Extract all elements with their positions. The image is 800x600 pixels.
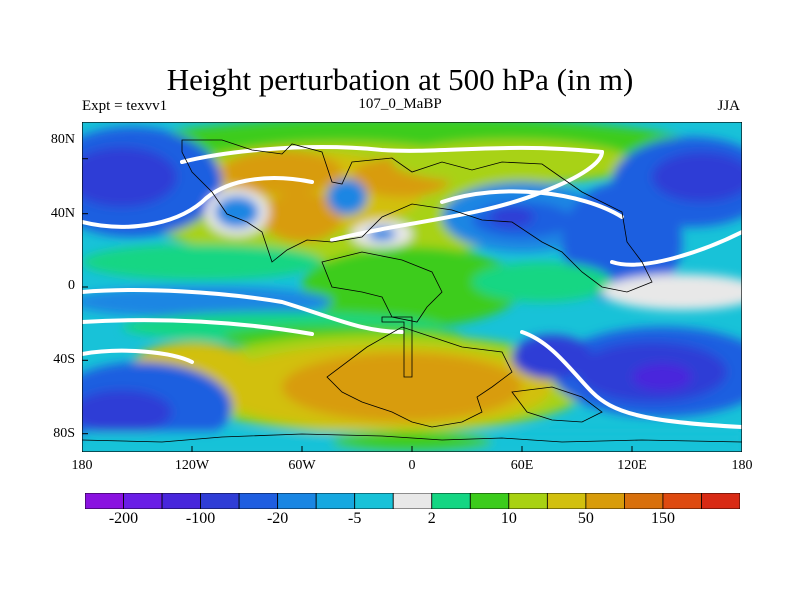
experiment-label: Expt = texvv1: [82, 98, 168, 114]
period-label: 107_0_MaBP: [358, 96, 442, 112]
colorbar-label: 2: [427, 510, 436, 527]
colorbar-swatch: [200, 493, 240, 509]
colorbar-swatch: [123, 493, 163, 509]
lat-tick-40s: 40S: [53, 352, 75, 367]
colorbar: [85, 493, 740, 509]
colorbar-swatch: [585, 493, 625, 509]
colorbar-label: -200: [108, 510, 139, 527]
lon-tick-180e: 180: [731, 458, 753, 473]
colorbar-label: -20: [266, 510, 289, 527]
colorbar-swatch: [354, 493, 394, 509]
colorbar-swatch: [624, 493, 664, 509]
lat-tick-80n: 80N: [50, 132, 75, 147]
colorbar-swatch: [508, 493, 548, 509]
lon-tick-60e: 60E: [510, 458, 534, 473]
lon-tick-180w: 180: [71, 458, 93, 473]
lon-tick-60w: 60W: [288, 458, 316, 473]
colorbar-swatch: [662, 493, 702, 509]
lon-tick-120e: 120E: [617, 458, 647, 473]
colorbar-swatch: [546, 493, 587, 509]
zero-contours: [82, 145, 742, 429]
lat-tick-0: 0: [68, 278, 75, 293]
contour-fill-layer: [82, 122, 742, 452]
colorbar-label: 50: [577, 510, 594, 527]
colorbar-label: -100: [185, 510, 216, 527]
colorbar-swatch: [315, 493, 356, 509]
colorbar-label: 10: [500, 510, 517, 527]
colorbar-label: -5: [348, 510, 362, 527]
colorbar-swatch: [431, 493, 471, 509]
coastlines: [82, 139, 742, 443]
lon-tick-0: 0: [408, 458, 416, 473]
colorbar-swatch: [161, 493, 201, 509]
height-perturbation-map: [82, 122, 742, 452]
lat-tick-40n: 40N: [50, 206, 75, 221]
colorbar-swatch: [277, 493, 317, 509]
colorbar-swatch: [469, 493, 510, 509]
colorbar-swatch: [238, 493, 279, 509]
colorbar-swatch: [701, 493, 740, 509]
season-label: JJA: [717, 98, 740, 114]
lat-tick-80s: 80S: [53, 426, 75, 441]
plot-title: Height perturbation at 500 hPa (in m): [166, 62, 634, 97]
lon-tick-120w: 120W: [174, 458, 210, 473]
colorbar-label: 150: [650, 510, 675, 527]
colorbar-swatch: [85, 493, 124, 509]
colorbar-swatch: [392, 493, 433, 509]
